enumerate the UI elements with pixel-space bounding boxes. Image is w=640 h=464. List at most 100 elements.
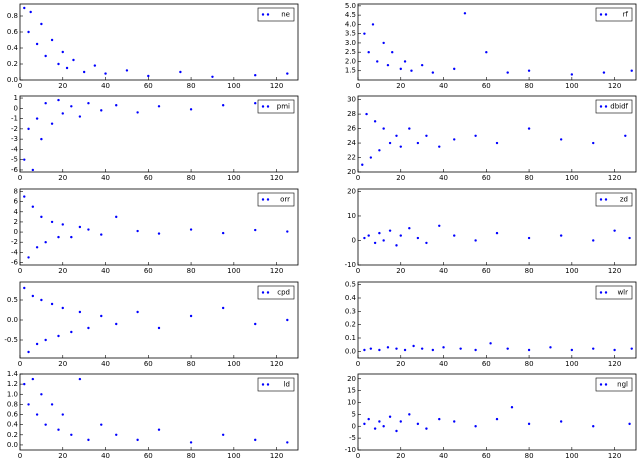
point bbox=[420, 347, 424, 350]
point bbox=[403, 60, 407, 63]
point bbox=[373, 241, 377, 245]
x-tick-label: 120 bbox=[270, 82, 283, 90]
point bbox=[386, 63, 390, 67]
plot-frame bbox=[357, 95, 637, 173]
point bbox=[254, 101, 257, 105]
y-tick-label: 1.2 bbox=[7, 380, 18, 388]
point bbox=[463, 12, 467, 15]
x-tick-label: 40 bbox=[101, 174, 110, 182]
point bbox=[431, 348, 435, 352]
point bbox=[388, 141, 392, 145]
y-tick-label: -5 bbox=[349, 434, 356, 442]
point bbox=[410, 69, 413, 72]
point bbox=[44, 423, 47, 426]
y-tick-label: -0.5 bbox=[4, 336, 18, 344]
point bbox=[425, 427, 428, 430]
point bbox=[378, 348, 381, 352]
x-tick-label: 100 bbox=[227, 452, 240, 460]
y-tick-label: 24 bbox=[347, 139, 356, 147]
point bbox=[27, 256, 30, 259]
y-tick-label: 1.0 bbox=[7, 390, 18, 398]
point bbox=[50, 302, 54, 306]
point bbox=[527, 236, 531, 240]
point bbox=[425, 134, 428, 138]
point bbox=[29, 10, 32, 14]
point bbox=[104, 72, 107, 75]
point bbox=[189, 108, 193, 111]
x-tick-label: 0 bbox=[356, 82, 360, 90]
x-tick-label: 100 bbox=[565, 452, 578, 460]
y-tick-label: 0 bbox=[14, 228, 18, 236]
point bbox=[378, 149, 381, 152]
point bbox=[35, 42, 39, 46]
x-tick-label: 20 bbox=[58, 360, 67, 368]
point bbox=[613, 348, 616, 352]
point bbox=[87, 326, 90, 330]
point bbox=[44, 101, 47, 105]
legend-box bbox=[257, 285, 295, 300]
y-tick-label: 0.5 bbox=[7, 296, 18, 304]
point bbox=[157, 326, 161, 330]
point bbox=[136, 111, 139, 114]
point bbox=[50, 122, 54, 125]
point bbox=[613, 229, 616, 232]
point bbox=[395, 134, 398, 138]
y-tick-label: 0.4 bbox=[7, 44, 19, 52]
point bbox=[157, 428, 161, 431]
point bbox=[70, 433, 73, 436]
point bbox=[61, 223, 64, 226]
legend-marker bbox=[599, 105, 603, 108]
point bbox=[628, 422, 631, 426]
y-tick-label: 0.0 bbox=[7, 441, 18, 449]
x-tick-label: 20 bbox=[396, 360, 405, 368]
x-tick-label: 0 bbox=[18, 452, 22, 460]
point bbox=[408, 413, 411, 416]
point bbox=[391, 50, 394, 54]
legend-box bbox=[595, 99, 633, 114]
point bbox=[157, 232, 161, 235]
point bbox=[50, 220, 54, 224]
point bbox=[61, 413, 64, 416]
y-tick-label: 0.6 bbox=[7, 411, 19, 419]
legend-marker bbox=[599, 383, 603, 386]
legend-box bbox=[257, 7, 295, 22]
point bbox=[87, 438, 90, 442]
point bbox=[388, 415, 392, 418]
point bbox=[147, 74, 150, 78]
y-tick-label: -10 bbox=[345, 446, 356, 454]
legend-label: ld bbox=[284, 381, 290, 389]
y-tick-label: 0.5 bbox=[345, 281, 356, 289]
point bbox=[592, 141, 595, 145]
legend-label: cpd bbox=[277, 289, 290, 297]
point bbox=[367, 50, 370, 54]
x-tick-label: 40 bbox=[101, 82, 110, 90]
y-tick-label: 0.3 bbox=[345, 307, 356, 315]
y-tick-label: 20 bbox=[347, 375, 356, 383]
point bbox=[35, 413, 39, 416]
x-tick-label: 60 bbox=[482, 82, 491, 90]
point bbox=[363, 236, 366, 240]
y-tick-label: 10 bbox=[347, 399, 356, 407]
y-tick-label: 0.4 bbox=[345, 294, 357, 302]
point bbox=[100, 233, 103, 236]
point bbox=[378, 231, 381, 235]
x-tick-label: 60 bbox=[144, 82, 153, 90]
point bbox=[395, 347, 398, 350]
y-tick-label: -1 bbox=[11, 115, 18, 123]
point bbox=[453, 420, 456, 423]
x-tick-label: 80 bbox=[187, 267, 196, 275]
legend-label: wlr bbox=[617, 289, 628, 297]
point bbox=[50, 38, 54, 42]
legend-label: orr bbox=[280, 196, 290, 204]
y-tick-label: -3 bbox=[11, 135, 18, 143]
point bbox=[431, 71, 435, 74]
point bbox=[602, 71, 606, 74]
point bbox=[506, 71, 509, 74]
x-tick-label: 40 bbox=[101, 360, 110, 368]
point bbox=[559, 138, 563, 141]
point bbox=[70, 235, 73, 239]
y-tick-label: 5.0 bbox=[345, 2, 356, 10]
point bbox=[369, 156, 373, 159]
point bbox=[438, 417, 441, 421]
point bbox=[87, 101, 90, 105]
